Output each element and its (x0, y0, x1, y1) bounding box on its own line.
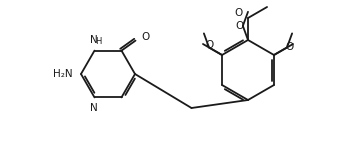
Text: O: O (235, 8, 243, 18)
Text: H₂N: H₂N (53, 69, 73, 79)
Text: O: O (142, 32, 150, 42)
Text: H: H (95, 37, 102, 46)
Text: O: O (205, 40, 213, 50)
Text: N: N (90, 35, 97, 45)
Text: O: O (236, 21, 244, 31)
Text: O: O (286, 43, 294, 52)
Text: N: N (90, 103, 97, 113)
